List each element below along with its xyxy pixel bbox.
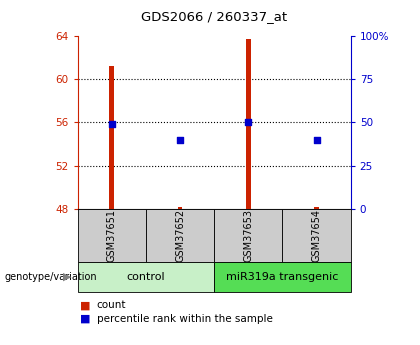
Text: percentile rank within the sample: percentile rank within the sample	[97, 314, 273, 324]
Text: miR319a transgenic: miR319a transgenic	[226, 272, 339, 282]
Bar	[78, 262, 214, 292]
Text: count: count	[97, 300, 126, 310]
Bar	[214, 209, 282, 262]
Bar	[146, 209, 214, 262]
Text: GSM37652: GSM37652	[175, 209, 185, 262]
Text: GSM37651: GSM37651	[107, 209, 117, 262]
Bar	[314, 207, 319, 209]
Point	[313, 137, 320, 142]
Text: genotype/variation: genotype/variation	[4, 272, 97, 282]
Text: GSM37653: GSM37653	[243, 209, 253, 262]
Text: ■: ■	[80, 314, 90, 324]
Point	[177, 137, 184, 142]
Bar	[214, 262, 351, 292]
Text: ■: ■	[80, 300, 90, 310]
Bar	[178, 207, 182, 209]
Text: ▶: ▶	[63, 272, 71, 282]
Point	[108, 121, 115, 127]
Text: GDS2066 / 260337_at: GDS2066 / 260337_at	[141, 10, 287, 23]
Bar	[246, 39, 251, 209]
Bar	[282, 209, 351, 262]
Point	[245, 119, 252, 124]
Bar	[78, 209, 146, 262]
Text: control: control	[127, 272, 165, 282]
Text: GSM37654: GSM37654	[312, 209, 322, 262]
Bar	[110, 66, 114, 209]
